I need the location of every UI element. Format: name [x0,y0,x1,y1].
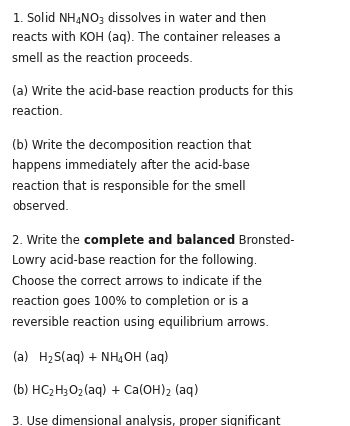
Text: (a)   H$_2$S(aq) + NH$_4$OH (aq): (a) H$_2$S(aq) + NH$_4$OH (aq) [12,348,169,365]
Text: (a) Write the acid-base reaction products for this: (a) Write the acid-base reaction product… [12,85,294,98]
Text: happens immediately after the acid-base: happens immediately after the acid-base [12,159,250,172]
Text: reversible reaction using equilibrium arrows.: reversible reaction using equilibrium ar… [12,315,269,328]
Text: complete and balanced: complete and balanced [84,233,235,246]
Text: reacts with KOH (aq). The container releases a: reacts with KOH (aq). The container rele… [12,31,281,44]
Text: Bronsted-: Bronsted- [235,233,294,246]
Text: smell as the reaction proceeds.: smell as the reaction proceeds. [12,52,193,64]
Text: Lowry acid-base reaction for the following.: Lowry acid-base reaction for the followi… [12,253,258,266]
Text: Choose the correct arrows to indicate if the: Choose the correct arrows to indicate if… [12,274,262,287]
Text: 1. Solid NH$_4$NO$_3$ dissolves in water and then: 1. Solid NH$_4$NO$_3$ dissolves in water… [12,11,267,27]
Text: observed.: observed. [12,200,69,213]
Text: reaction goes 100% to completion or is a: reaction goes 100% to completion or is a [12,294,249,307]
Text: (b) HC$_2$H$_3$O$_2$(aq) + Ca(OH)$_2$ (aq): (b) HC$_2$H$_3$O$_2$(aq) + Ca(OH)$_2$ (a… [12,381,199,398]
Text: reaction that is responsible for the smell: reaction that is responsible for the sme… [12,179,246,192]
Text: (b) Write the decomposition reaction that: (b) Write the decomposition reaction tha… [12,138,252,151]
Text: 2. Write the: 2. Write the [12,233,84,246]
Text: 3. Use dimensional analysis, proper significant: 3. Use dimensional analysis, proper sign… [12,414,281,426]
Text: reaction.: reaction. [12,105,63,118]
